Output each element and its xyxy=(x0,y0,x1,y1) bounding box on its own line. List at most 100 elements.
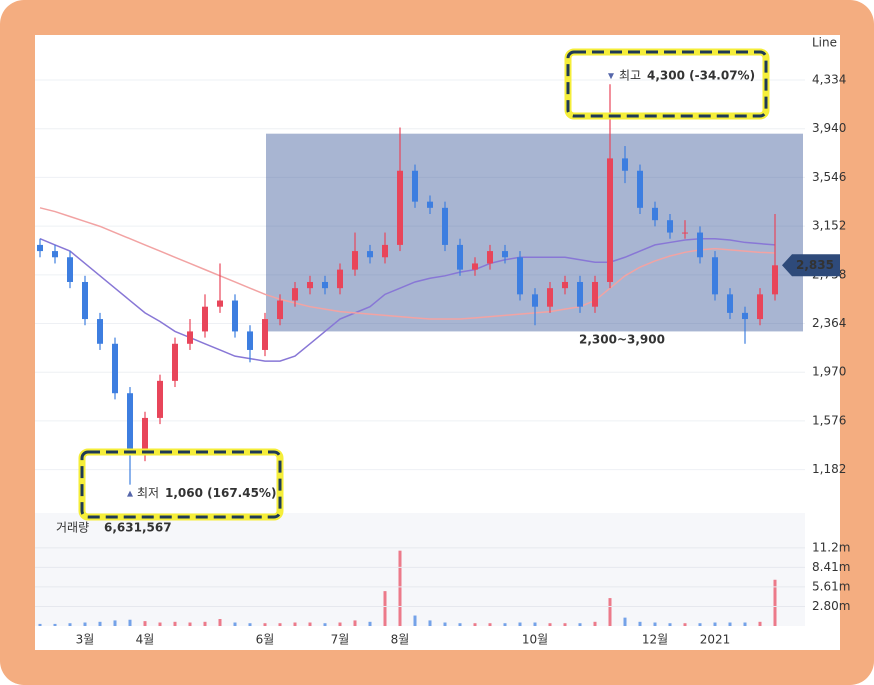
candle-body xyxy=(97,319,103,344)
volume-bar xyxy=(98,621,102,626)
y-tick-label: 1,576 xyxy=(812,413,846,427)
volume-tick-label: 8.41m xyxy=(812,560,850,574)
volume-bar xyxy=(683,623,687,626)
volume-bar xyxy=(323,623,327,626)
volume-bar xyxy=(83,622,87,626)
range-label: 2,300~3,900 xyxy=(579,333,665,347)
volume-bar xyxy=(473,623,477,626)
candle-body xyxy=(652,207,658,221)
candle-body xyxy=(592,281,598,307)
candle-body xyxy=(427,201,433,208)
moving-average xyxy=(39,237,776,362)
mode-label: Line xyxy=(812,36,837,50)
volume-bar xyxy=(248,623,252,626)
candle-body xyxy=(502,251,508,258)
x-tick-label: 3월 xyxy=(76,633,95,647)
volume-bar xyxy=(38,623,42,626)
candle-body xyxy=(142,417,148,456)
volume-bar xyxy=(383,591,387,626)
volume-bar xyxy=(113,620,117,626)
volume-bar xyxy=(713,622,717,626)
candle-body xyxy=(742,312,748,320)
y-tick-label: 3,940 xyxy=(812,121,846,135)
volume-bar xyxy=(578,623,582,626)
volume-bar xyxy=(278,623,282,626)
high-marker-label: 4,300 (-34.07%) xyxy=(647,69,755,83)
volume-bar xyxy=(173,621,177,626)
candle-body xyxy=(187,331,193,344)
candle-body xyxy=(517,257,523,295)
volume-bar xyxy=(293,622,297,626)
candle-body xyxy=(712,257,718,295)
candle-body xyxy=(682,232,688,234)
volume-bar xyxy=(488,623,492,626)
candle-body xyxy=(577,281,583,307)
volume-bar xyxy=(398,550,402,626)
volume-bar xyxy=(263,623,267,626)
volume-area xyxy=(35,513,805,626)
volume-bar xyxy=(668,623,672,626)
volume-bar xyxy=(353,620,357,626)
volume-bar xyxy=(518,622,522,626)
x-tick-label: 10월 xyxy=(522,633,548,647)
x-tick-label: 4월 xyxy=(136,633,155,647)
volume-bar xyxy=(638,621,642,626)
volume-bar xyxy=(218,619,222,626)
volume-bar xyxy=(188,622,192,626)
candle-body xyxy=(397,170,403,245)
volume-bar xyxy=(563,623,567,626)
volume-bar xyxy=(233,622,237,626)
volume-bar xyxy=(368,621,372,626)
candle-body xyxy=(247,331,253,350)
volume-bar xyxy=(653,622,657,626)
y-tick-label: 1,970 xyxy=(812,365,846,379)
candle-body xyxy=(202,306,208,332)
low-marker-label: 1,060 (167.45%) xyxy=(165,486,276,500)
volume-bar xyxy=(158,622,162,626)
y-tick-label: 3,546 xyxy=(812,170,846,184)
candle-body xyxy=(667,220,673,233)
candle-body xyxy=(412,170,418,202)
candle-body xyxy=(562,281,568,289)
candle-body xyxy=(487,251,493,264)
candle-body xyxy=(262,319,268,350)
candle-body xyxy=(52,251,58,258)
low-marker-icon xyxy=(127,490,133,497)
candle-body xyxy=(82,281,88,320)
volume-bar xyxy=(128,619,132,626)
candle-body xyxy=(697,232,703,258)
candle-body xyxy=(37,244,43,252)
volume-bar xyxy=(413,615,417,626)
candle-body xyxy=(532,294,538,307)
candle-body xyxy=(457,244,463,270)
volume-bar xyxy=(458,623,462,626)
candle-body xyxy=(337,269,343,289)
volume-bar xyxy=(53,623,57,626)
price-badge-label: 2,835 xyxy=(796,258,834,272)
highlight-box xyxy=(566,50,768,118)
candle-body xyxy=(322,281,328,289)
candle-body xyxy=(127,393,133,456)
highlight-box xyxy=(80,450,282,519)
volume-bar xyxy=(743,622,747,626)
volume-bar xyxy=(203,621,207,626)
candle-body xyxy=(607,158,613,282)
volume-bar xyxy=(593,621,597,626)
volume-bar xyxy=(68,623,72,626)
candle-body xyxy=(292,288,298,301)
volume-bar xyxy=(773,579,777,626)
high-marker-icon xyxy=(608,73,614,80)
candle-body xyxy=(622,158,628,171)
price-badge xyxy=(782,254,840,277)
candle-body xyxy=(757,294,763,320)
volume-bar xyxy=(623,617,627,626)
y-tick-label: 2,364 xyxy=(812,316,846,330)
candle-body xyxy=(727,294,733,313)
candle-body xyxy=(472,263,478,270)
volume-title: 거래량 xyxy=(56,521,89,535)
volume-bar xyxy=(143,621,147,626)
candle-body xyxy=(112,343,118,394)
candle-body xyxy=(172,343,178,381)
x-tick-label: 8월 xyxy=(391,633,410,647)
